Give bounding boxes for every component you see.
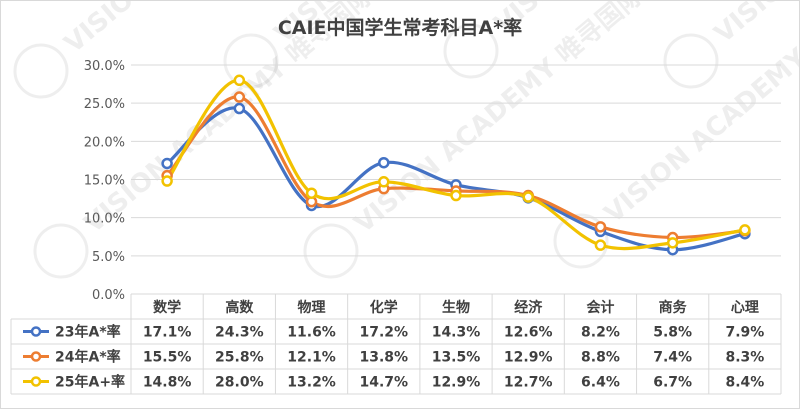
data-point <box>233 74 246 87</box>
data-table: 数学 高数 物理 化学 生物 经济 会计 商务 心理 23年A*率 17.1% 24.3% 11.6% 1… <box>10 293 782 395</box>
data-value-label: 13.8% <box>359 350 408 366</box>
data-value-label: 12.9% <box>432 375 481 391</box>
data-point <box>739 224 751 236</box>
y-tick-label: 30.0% <box>84 59 125 74</box>
y-tick-label: 20.0% <box>84 135 125 150</box>
y-tick-label: 5.0% <box>92 250 125 265</box>
data-value-label: 7.4% <box>653 350 692 366</box>
y-tick-label: 25.0% <box>84 97 125 112</box>
legend-key-marker <box>30 376 42 387</box>
svg-text:VISION ACADEMY 唯寻国际教育: VISION ACADEMY 唯寻国际教育 <box>708 1 799 49</box>
data-value-label: 6.7% <box>653 375 692 391</box>
data-point <box>161 175 173 187</box>
legend-series-name: 23年A*率 <box>55 324 121 341</box>
data-value-label: 13.2% <box>287 375 336 391</box>
series-line-3 <box>165 78 747 251</box>
data-value-label: 28.0% <box>215 375 264 391</box>
data-value-label: 15.5% <box>143 350 192 366</box>
data-point <box>233 91 246 103</box>
data-point <box>233 102 246 115</box>
y-axis: 0.0% 5.0% 10.0% 15.0% 20.0% 25.0% 30.0% <box>84 59 125 303</box>
data-value-label: 14.8% <box>143 375 192 391</box>
data-value-label: 8.8% <box>581 350 620 366</box>
data-value-label: 12.1% <box>287 350 336 366</box>
data-point <box>378 176 390 188</box>
data-value-label: 17.2% <box>359 325 408 341</box>
category-label: 数学 <box>153 299 181 316</box>
data-point <box>522 191 534 203</box>
legend-key-marker <box>30 351 42 362</box>
data-value-label: 12.6% <box>504 325 553 341</box>
data-value-label: 12.7% <box>504 375 553 391</box>
data-value-label: 14.7% <box>359 375 408 391</box>
data-value-label: 12.9% <box>504 350 553 366</box>
data-point <box>161 157 173 170</box>
category-label: 化学 <box>370 299 398 316</box>
legend-series-name: 25年A+率 <box>55 374 125 391</box>
category-label: 高数 <box>225 299 254 316</box>
data-point <box>450 189 462 202</box>
data-value-label: 25.8% <box>215 350 264 366</box>
series-lines <box>161 74 751 256</box>
data-value-label: 11.6% <box>287 325 336 341</box>
category-label: 生物 <box>442 299 470 316</box>
data-value-label: 5.8% <box>653 325 692 341</box>
y-tick-label: 15.0% <box>84 174 125 189</box>
data-value-label: 13.5% <box>432 350 481 366</box>
data-point <box>594 221 607 233</box>
data-value-label: 14.3% <box>432 325 481 341</box>
category-label: 心理 <box>731 300 759 316</box>
series-line-1 <box>165 106 747 252</box>
data-point <box>378 156 390 169</box>
data-point <box>305 187 318 199</box>
data-value-label: 8.4% <box>725 375 764 391</box>
data-point <box>594 239 607 251</box>
chart-title: CAIE中国学生常考科目A*率 <box>278 16 522 39</box>
data-value-label: 7.9% <box>725 325 764 341</box>
data-point <box>666 237 679 249</box>
category-label: 会计 <box>586 299 614 316</box>
data-value-label: 8.2% <box>581 325 620 341</box>
data-value-label: 8.3% <box>725 350 764 366</box>
category-label: 经济 <box>514 299 543 316</box>
data-value-label: 17.1% <box>143 325 192 341</box>
category-label: 商务 <box>659 299 688 316</box>
y-tick-label: 10.0% <box>84 212 125 227</box>
y-tick-label: 0.0% <box>92 288 125 303</box>
legend-series-name: 24年A*率 <box>55 349 121 366</box>
category-label: 物理 <box>298 299 326 316</box>
data-value-label: 24.3% <box>215 325 264 341</box>
legend-key-marker <box>30 326 42 337</box>
data-value-label: 6.4% <box>581 375 620 391</box>
